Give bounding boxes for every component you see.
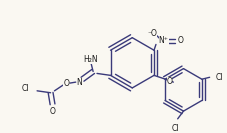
Text: H₂N: H₂N <box>83 55 98 64</box>
Text: O: O <box>63 79 69 88</box>
Text: ⁻O: ⁻O <box>147 29 157 38</box>
Text: N: N <box>77 78 82 87</box>
Text: O: O <box>50 107 55 116</box>
Text: O: O <box>177 36 183 45</box>
Text: Cl: Cl <box>172 124 180 133</box>
Text: Cl: Cl <box>215 73 223 82</box>
Text: N⁺: N⁺ <box>159 36 169 45</box>
Text: Cl: Cl <box>22 84 29 93</box>
Text: O: O <box>167 77 173 86</box>
